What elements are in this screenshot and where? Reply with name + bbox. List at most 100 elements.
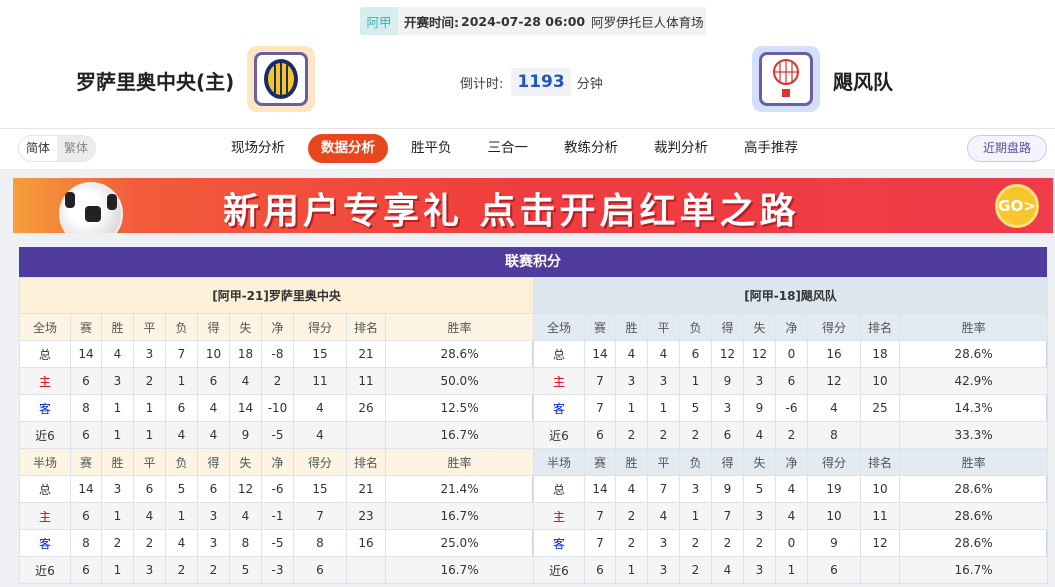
- cell: 2: [133, 367, 166, 395]
- cell: 8: [70, 529, 102, 557]
- cell: 4: [807, 394, 861, 422]
- column-header: 净: [775, 313, 808, 341]
- cell: 6: [165, 394, 198, 422]
- tab-2[interactable]: 胜平负: [411, 140, 452, 156]
- tab-0[interactable]: 现场分析: [231, 140, 285, 156]
- cell: 1: [101, 502, 134, 530]
- cell: 1: [647, 394, 680, 422]
- cell: 2: [133, 529, 166, 557]
- cell: 2: [743, 529, 776, 557]
- tab-6[interactable]: 高手推荐: [744, 140, 798, 156]
- cell: -1: [261, 502, 294, 530]
- cell: 3: [101, 475, 134, 503]
- cell: 16.7%: [898, 556, 1049, 584]
- home-team-logo[interactable]: [247, 46, 315, 112]
- column-header: 胜率: [898, 313, 1049, 341]
- cell: 28.6%: [898, 502, 1049, 530]
- column-header: 净: [261, 313, 294, 341]
- nav-bar: 简体 繁体 现场分析 数据分析 胜平负 三合一 教练分析 裁判分析 高手推荐 近期盘路: [0, 128, 1055, 168]
- column-header: 胜: [101, 313, 134, 341]
- cell: 1: [165, 367, 198, 395]
- cell: 2: [679, 421, 712, 449]
- tab-5[interactable]: 裁判分析: [654, 140, 708, 156]
- cell: 3: [197, 502, 230, 530]
- cell: 6: [584, 556, 616, 584]
- away-team-name[interactable]: 飓风队: [833, 70, 893, 94]
- away-team-logo[interactable]: [752, 46, 820, 112]
- column-header: 负: [165, 448, 198, 476]
- cell: 50.0%: [384, 367, 535, 395]
- cell: 3: [711, 394, 744, 422]
- cell: 7: [165, 340, 198, 368]
- table-row: 客 8 2 2 4 3 8 -5 8 16 25.0%: [19, 529, 535, 557]
- kickoff-label: 开赛时间:: [404, 14, 459, 30]
- cell: 2: [615, 529, 648, 557]
- cell: 12: [743, 340, 776, 368]
- cell: 4: [775, 475, 808, 503]
- traditional-button[interactable]: 繁体: [57, 136, 96, 161]
- cell: [860, 556, 900, 584]
- column-header-row: 全场赛胜平负得失净得分 排名 胜率: [19, 313, 535, 341]
- tab-1[interactable]: 数据分析: [308, 134, 388, 163]
- cell: 4: [197, 421, 230, 449]
- column-header: 负: [679, 448, 712, 476]
- cell: 3: [743, 556, 776, 584]
- cell: 4: [229, 367, 262, 395]
- row-label: 主: [533, 502, 585, 530]
- cell: 25: [860, 394, 900, 422]
- promo-banner[interactable]: 新用户专享礼 点击开启红单之路 GO>: [13, 178, 1053, 233]
- column-header: 得分: [807, 313, 861, 341]
- cell: 3: [615, 367, 648, 395]
- column-header: 排名: [346, 448, 386, 476]
- cell: 4: [229, 502, 262, 530]
- cell: 8: [807, 421, 861, 449]
- cell: 28.6%: [384, 340, 535, 368]
- cell: 2: [775, 421, 808, 449]
- home-standings: [阿甲-21]罗萨里奥中央 全场赛胜平负得失净得分 排名 胜率总 14 4 3 7 10 18 -8…: [18, 277, 535, 584]
- venue: 阿罗伊托巨人体育场: [591, 14, 704, 30]
- cell: 2: [615, 502, 648, 530]
- cell: 4: [647, 340, 680, 368]
- cell: 2: [261, 367, 294, 395]
- column-header: 平: [647, 313, 680, 341]
- table-row: 总 14 4 3 7 10 18 -8 15 21 28.6%: [19, 340, 535, 368]
- league-badge[interactable]: 阿甲: [360, 7, 398, 35]
- cell: 1: [615, 556, 648, 584]
- cell: 1: [101, 421, 134, 449]
- cell: 1: [101, 556, 134, 584]
- cell: 21.4%: [384, 475, 535, 503]
- tab-3[interactable]: 三合一: [487, 140, 529, 156]
- cell: 14: [584, 475, 616, 503]
- cell: 8: [229, 529, 262, 557]
- cell: 1: [101, 394, 134, 422]
- cell: 18: [229, 340, 262, 368]
- cell: 6: [584, 421, 616, 449]
- column-header: 得: [197, 313, 230, 341]
- cell: 16.7%: [384, 556, 535, 584]
- cell: 2: [679, 529, 712, 557]
- cell: 0: [775, 340, 808, 368]
- tab-4[interactable]: 教练分析: [564, 140, 618, 156]
- cell: 2: [711, 529, 744, 557]
- column-header-row: 全场赛胜平负得失净得分 排名 胜率: [533, 313, 1049, 341]
- simplified-button[interactable]: 简体: [26, 141, 51, 155]
- cell: 25.0%: [384, 529, 535, 557]
- cell: 4: [133, 502, 166, 530]
- go-button[interactable]: GO>: [995, 184, 1039, 228]
- table-row: 主 7 3 3 1 9 3 6 12 10 42.9%: [533, 367, 1049, 395]
- cell: 11: [293, 367, 347, 395]
- cell: 15: [293, 475, 347, 503]
- cell: -6: [261, 475, 294, 503]
- column-header: 得分: [293, 448, 347, 476]
- analysis-tabs: 现场分析 数据分析 胜平负 三合一 教练分析 裁判分析 高手推荐: [218, 134, 821, 163]
- cell: 23: [346, 502, 386, 530]
- cell: 6: [70, 367, 102, 395]
- cell: 9: [807, 529, 861, 557]
- language-toggle[interactable]: 简体 繁体: [18, 135, 97, 162]
- cell: 21: [346, 340, 386, 368]
- row-label: 客: [533, 529, 585, 557]
- home-team-name[interactable]: 罗萨里奥中央(主): [76, 70, 235, 94]
- column-header: 胜: [101, 448, 134, 476]
- recent-trend-button[interactable]: 近期盘路: [966, 135, 1047, 162]
- column-header: 胜率: [898, 448, 1049, 476]
